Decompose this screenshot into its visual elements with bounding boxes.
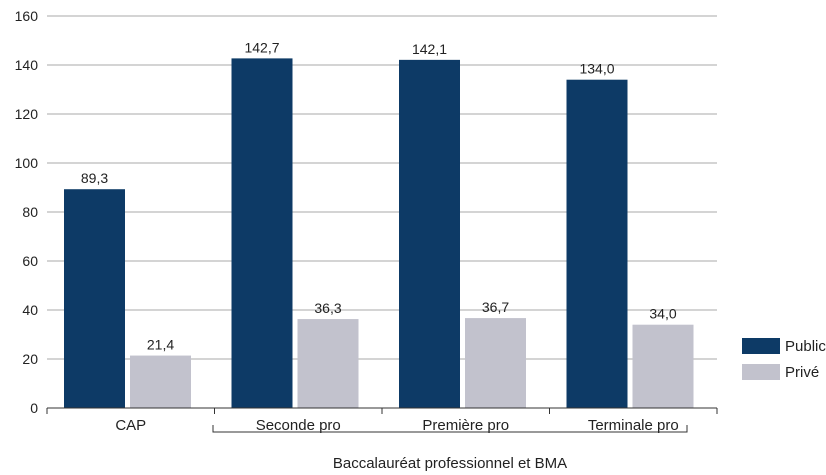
y-tick-label: 40 (22, 302, 38, 318)
category-label: Première pro (422, 417, 509, 434)
y-tick-label: 160 (15, 8, 39, 24)
bar-public (399, 59, 460, 408)
bar-prive (465, 318, 526, 408)
y-tick-label: 140 (15, 57, 39, 73)
y-tick-label: 0 (30, 400, 38, 416)
bar-prive (297, 319, 359, 408)
bars: 89,3 21,4 142,7 36,3 142,1 36,7 134,0 34,0 (64, 39, 694, 408)
data-label: 36,7 (482, 299, 509, 315)
y-tick-label: 80 (22, 204, 38, 220)
bar-prive (632, 324, 694, 408)
y-tick-label: 20 (22, 351, 38, 367)
data-label: 89,3 (81, 170, 108, 186)
y-tick-label: 100 (15, 155, 39, 171)
data-label: 134,0 (579, 61, 614, 77)
bar-public (64, 189, 125, 408)
data-label: 36,3 (314, 300, 341, 316)
y-axis-ticks: 0 20 40 60 80 100 120 140 160 (15, 8, 39, 416)
bar-public (231, 58, 293, 408)
data-label: 142,7 (244, 39, 279, 55)
category-label: Seconde pro (256, 417, 341, 434)
legend-swatch (742, 364, 780, 380)
data-label: 34,0 (649, 306, 676, 322)
bar-public (566, 79, 628, 408)
bar-prive (130, 355, 191, 408)
data-label: 21,4 (147, 337, 174, 353)
legend-label: Privé (785, 364, 819, 381)
legend-label: Public (785, 338, 826, 355)
category-label: Terminale pro (588, 417, 679, 434)
group-label: Baccalauréat professionnel et BMA (333, 455, 567, 472)
y-tick-label: 60 (22, 253, 38, 269)
data-label: 142,1 (412, 41, 447, 57)
category-label: CAP (115, 417, 146, 434)
legend-swatch (742, 338, 780, 354)
group-bracket: Baccalauréat professionnel et BMA (212, 425, 688, 472)
y-tick-label: 120 (15, 106, 39, 122)
legend: Public Privé (742, 338, 826, 381)
x-axis: CAP Seconde pro Première pro Terminale pro (46, 407, 718, 434)
bracket-line (212, 425, 688, 433)
